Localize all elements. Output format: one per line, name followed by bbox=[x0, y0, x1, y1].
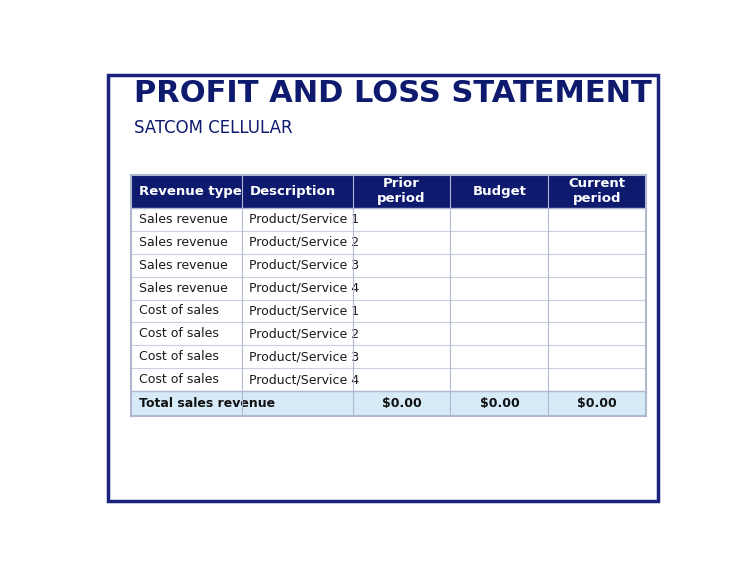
Text: PROFIT AND LOSS STATEMENT: PROFIT AND LOSS STATEMENT bbox=[134, 80, 651, 108]
Bar bbox=[131, 175, 646, 208]
Text: Current
period: Current period bbox=[568, 177, 626, 205]
Text: Product/Service 1: Product/Service 1 bbox=[249, 213, 359, 226]
Text: Budget: Budget bbox=[472, 185, 527, 198]
Bar bbox=[131, 323, 646, 346]
Text: Cost of sales: Cost of sales bbox=[138, 327, 218, 340]
Text: Product/Service 3: Product/Service 3 bbox=[249, 258, 359, 272]
Text: $0.00: $0.00 bbox=[577, 397, 617, 410]
Text: Revenue type: Revenue type bbox=[138, 185, 241, 198]
Bar bbox=[131, 277, 646, 300]
Bar bbox=[131, 391, 646, 415]
Text: Cost of sales: Cost of sales bbox=[138, 374, 218, 386]
Text: $0.00: $0.00 bbox=[382, 397, 421, 410]
Text: Sales revenue: Sales revenue bbox=[138, 213, 227, 226]
Text: Product/Service 2: Product/Service 2 bbox=[249, 236, 359, 249]
Bar bbox=[131, 254, 646, 277]
Text: Prior
period: Prior period bbox=[377, 177, 426, 205]
Text: Sales revenue: Sales revenue bbox=[138, 236, 227, 249]
Text: Sales revenue: Sales revenue bbox=[138, 258, 227, 272]
Text: Description: Description bbox=[249, 185, 335, 198]
Bar bbox=[131, 175, 646, 415]
Text: Total sales revenue: Total sales revenue bbox=[138, 397, 275, 410]
Bar bbox=[131, 300, 646, 323]
Text: Product/Service 2: Product/Service 2 bbox=[249, 327, 359, 340]
Text: SATCOM CELLULAR: SATCOM CELLULAR bbox=[134, 119, 293, 137]
Bar bbox=[131, 208, 646, 231]
Text: Cost of sales: Cost of sales bbox=[138, 350, 218, 363]
Text: Product/Service 4: Product/Service 4 bbox=[249, 374, 359, 386]
Bar bbox=[131, 231, 646, 254]
Bar bbox=[131, 346, 646, 368]
Text: Sales revenue: Sales revenue bbox=[138, 281, 227, 295]
Text: Product/Service 1: Product/Service 1 bbox=[249, 304, 359, 317]
Bar bbox=[131, 368, 646, 391]
Text: Product/Service 4: Product/Service 4 bbox=[249, 281, 359, 295]
Text: Cost of sales: Cost of sales bbox=[138, 304, 218, 317]
Text: $0.00: $0.00 bbox=[480, 397, 519, 410]
Text: Product/Service 3: Product/Service 3 bbox=[249, 350, 359, 363]
